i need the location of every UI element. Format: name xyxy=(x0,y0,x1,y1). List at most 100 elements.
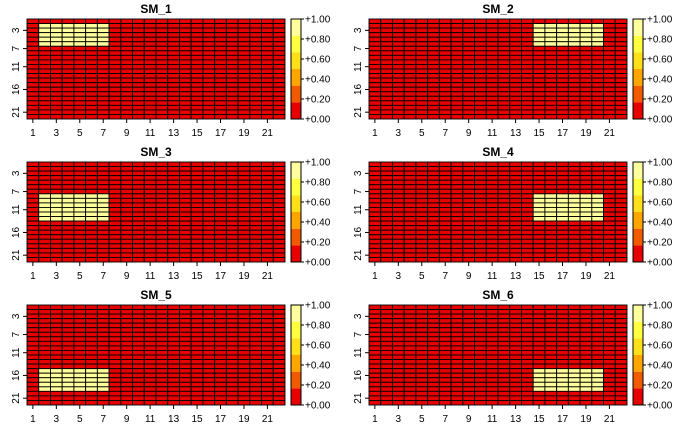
heatmap-cell xyxy=(120,77,133,84)
heatmap-cell xyxy=(509,206,522,213)
heatmap-cell xyxy=(415,247,429,254)
heatmap-cell xyxy=(225,73,239,79)
heatmap-cell xyxy=(462,86,476,93)
heatmap-cell xyxy=(591,238,605,245)
heatmap-cell xyxy=(120,23,133,29)
heatmap-cell xyxy=(392,73,405,79)
heatmap-cell xyxy=(190,359,204,365)
heatmap-cell-highlight xyxy=(591,202,605,208)
heatmap-cell xyxy=(380,220,393,227)
heatmap-cell xyxy=(556,238,569,245)
heatmap-cell xyxy=(26,23,40,29)
heatmap-cell xyxy=(96,318,110,324)
heatmap-cell xyxy=(96,225,110,231)
heatmap-cell xyxy=(26,197,40,204)
heatmap-cell xyxy=(190,372,204,379)
heatmap-cell xyxy=(497,77,511,84)
heatmap-cell xyxy=(427,243,440,249)
heatmap-cell xyxy=(73,77,87,84)
heatmap-cell-highlight xyxy=(556,41,569,47)
heatmap-cell-highlight xyxy=(579,41,593,47)
heatmap-cell xyxy=(403,104,417,111)
heatmap-cell xyxy=(532,166,546,172)
heatmap-cell xyxy=(485,36,499,43)
heatmap-cell xyxy=(368,377,382,383)
heatmap-cell xyxy=(143,86,157,93)
heatmap-cell xyxy=(272,184,286,190)
heatmap-cell xyxy=(438,95,452,102)
heatmap-cell xyxy=(368,104,382,111)
heatmap-cell xyxy=(155,170,169,177)
heatmap-cell xyxy=(73,50,87,56)
heatmap-cell xyxy=(591,322,605,329)
heatmap-cell xyxy=(521,95,534,102)
heatmap-cell xyxy=(474,381,487,388)
heatmap-cell xyxy=(61,309,75,315)
heatmap-cell xyxy=(368,179,382,186)
heatmap-cell-highlight xyxy=(556,32,569,38)
heatmap-cell-highlight xyxy=(61,36,75,43)
heatmap-cell xyxy=(26,68,40,75)
heatmap-cell xyxy=(591,395,605,401)
heatmap-cell xyxy=(261,220,274,227)
heatmap-cell xyxy=(415,161,429,168)
heatmap-cell-highlight xyxy=(50,368,63,374)
heatmap-cell xyxy=(85,179,98,186)
heatmap-cell xyxy=(591,95,605,102)
x-tick-label: 11 xyxy=(487,271,498,282)
heatmap-cell xyxy=(521,104,534,111)
heatmap-cell xyxy=(85,188,98,195)
heatmap-cell xyxy=(26,41,40,47)
heatmap-cell xyxy=(120,68,133,75)
heatmap-cell xyxy=(167,59,180,65)
heatmap-cell xyxy=(380,104,393,111)
heatmap-cell xyxy=(190,109,204,115)
heatmap-cell xyxy=(167,247,180,254)
heatmap-cell xyxy=(61,18,75,25)
heatmap-cell xyxy=(474,161,487,168)
heatmap-cell xyxy=(579,166,593,172)
heatmap-cell xyxy=(603,50,616,56)
heatmap-cell-highlight xyxy=(73,41,87,47)
y-tick-label: 7 xyxy=(353,331,364,337)
heatmap-cell xyxy=(237,109,251,115)
x-tick-label: 13 xyxy=(168,414,180,425)
heatmap-cell xyxy=(403,350,417,356)
heatmap-cell xyxy=(544,234,558,240)
heatmap-cell xyxy=(532,252,546,258)
heatmap-cell xyxy=(155,322,169,329)
heatmap-cell xyxy=(614,390,628,397)
heatmap-cell xyxy=(509,368,522,374)
heatmap-cell xyxy=(214,252,227,258)
heatmap-cell xyxy=(225,104,239,111)
heatmap-cell xyxy=(427,27,440,34)
heatmap-cell xyxy=(225,113,239,120)
heatmap-cell xyxy=(237,59,251,65)
heatmap-cell xyxy=(509,86,522,93)
heatmap-cell xyxy=(132,390,145,397)
heatmap-cell xyxy=(73,63,87,70)
heatmap-cell xyxy=(120,395,133,401)
x-tick-label: 11 xyxy=(145,128,156,139)
heatmap-cell xyxy=(368,36,382,43)
heatmap-cell xyxy=(61,54,75,61)
heatmap-cell xyxy=(485,193,499,199)
heatmap-cell xyxy=(73,247,87,254)
heatmap-cell xyxy=(225,386,239,392)
heatmap-cell xyxy=(249,331,263,338)
heatmap-cell xyxy=(108,166,122,172)
heatmap-cell xyxy=(108,309,122,315)
heatmap-cell xyxy=(579,313,593,320)
heatmap-cell xyxy=(368,247,382,254)
x-tick-label: 19 xyxy=(580,271,592,282)
heatmap-cell-highlight xyxy=(591,36,605,43)
heatmap-cell xyxy=(143,400,157,406)
heatmap-cell xyxy=(225,257,239,263)
heatmap-cell xyxy=(96,322,110,329)
heatmap-cell xyxy=(73,166,87,172)
heatmap-cell xyxy=(26,184,40,190)
heatmap-cell xyxy=(556,336,569,342)
heatmap-cell-highlight xyxy=(38,193,51,199)
heatmap-cell xyxy=(38,220,51,227)
heatmap-cell xyxy=(132,36,145,43)
